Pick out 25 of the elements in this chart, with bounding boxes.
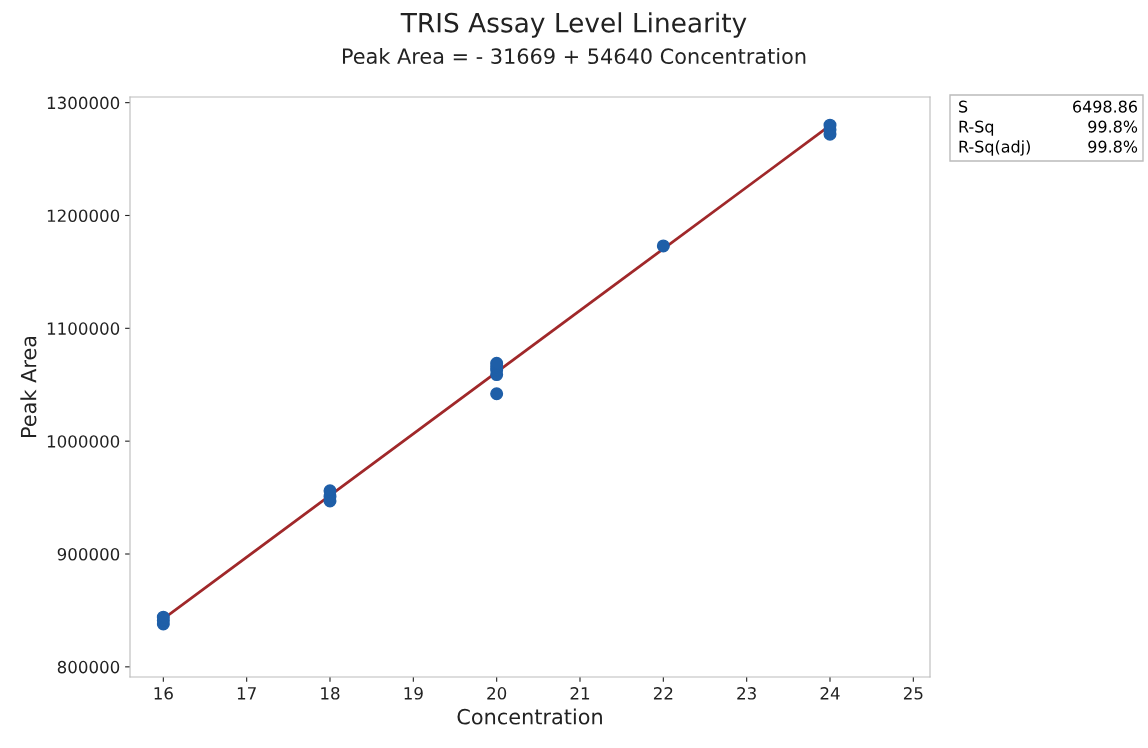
text: R-Sq 99.8%: [959, 120, 1138, 136]
y-tick-label: 800000: [57, 660, 120, 674]
x-tick-label: 25: [903, 687, 923, 700]
y-tick-label: 1100000: [47, 322, 120, 335]
x-tick-label: 24: [820, 687, 840, 700]
x-axis-title: Concentration: [457, 708, 602, 725]
x-tick-label: 22: [653, 687, 673, 700]
point: [656, 239, 670, 253]
x-tick-label: 18: [321, 687, 340, 700]
x-tick-label: 23: [737, 687, 756, 700]
chart-subtitle: Peak Area = - 31669 + 54640 Concentration: [342, 47, 806, 65]
text: S 6498.86: [959, 100, 1137, 113]
x-tick-label: 17: [237, 687, 256, 700]
x-tick-label: 21: [570, 687, 590, 700]
x-tick-label: 16: [154, 687, 173, 700]
x-tick-label: 20: [487, 687, 507, 700]
y-tick-label: 900000: [57, 547, 120, 561]
y-tick-label: 1300000: [47, 96, 120, 110]
x-tick-label: 19: [404, 687, 423, 700]
point: [490, 387, 504, 401]
chart-title: TRIS Assay Level Linearity: [400, 12, 747, 38]
text: R-Sq(adj) 99.8%: [959, 140, 1138, 156]
y-tick-label: 1200000: [47, 209, 120, 223]
y-tick-label: 1000000: [47, 435, 120, 448]
y-axis-title: Peak Area: [20, 336, 37, 437]
